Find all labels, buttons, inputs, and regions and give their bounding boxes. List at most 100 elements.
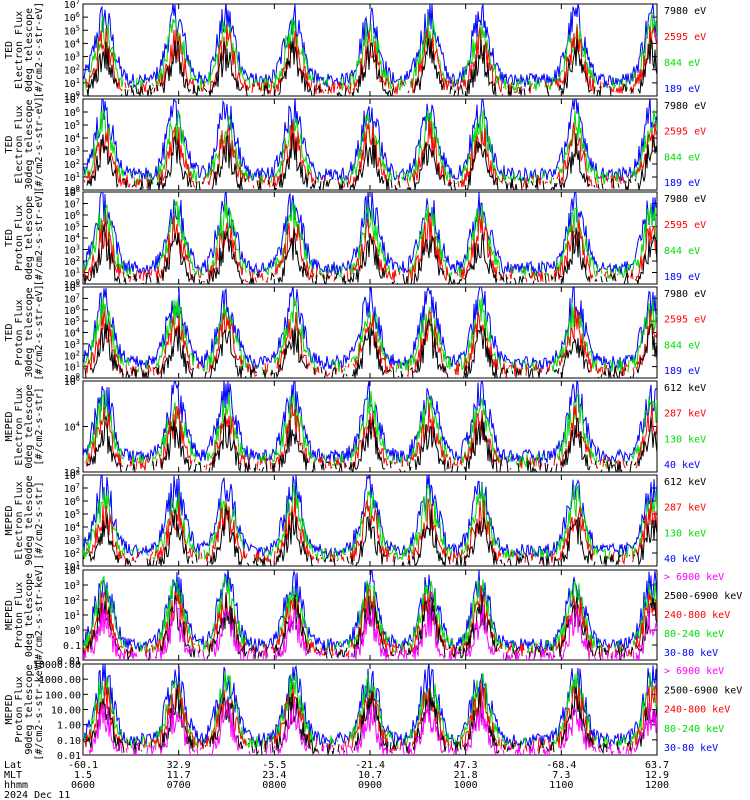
series-traces [83,570,657,660]
tick-label-text: 108 [64,281,80,294]
y-tick-label: 106 [64,375,80,388]
y-tick-label: 104 [64,521,80,534]
y-tick-label: 108 [64,281,80,294]
y-tick-label: 10000.00 [33,660,81,671]
y-axis-label: [#/cm2-s-str-keV] [34,564,45,666]
tick-label-text: 100.00 [45,690,81,701]
legend-item: 2595 eV [664,220,706,231]
series-line--6900-kev [88,699,657,755]
y-axis-label: 0deg telescope [24,196,35,280]
legend-item: 40 keV [664,460,700,471]
tick-label-text: 106 [64,209,80,222]
tick-label-text: 103 [64,51,80,64]
y-tick-label: 104 [64,132,80,145]
series-traces [83,192,657,284]
y-tick-label: 102 [64,594,80,607]
tick-label-text: 106 [64,11,80,24]
tick-label-text: 10.00 [51,706,81,717]
y-axis-label: Proton Flux [14,299,25,365]
y-axis-label: Electron Flux [14,387,25,465]
x-tick-hhmm: 0700 [167,780,191,791]
legend-item: 130 keV [664,528,706,539]
legend-item: 80-240 keV [664,629,724,640]
tick-label-text: 104 [64,421,80,434]
tick-label-text: 104 [64,521,80,534]
y-tick-label: 100 [64,90,80,103]
y-tick-label: 107 [64,93,80,106]
tick-label-text: 103 [64,534,80,547]
y-axis-label: Electron Flux [14,11,25,89]
legend-item: 287 keV [664,409,706,420]
tick-label-text: 103 [64,579,80,592]
x-tick-hhmm: 0600 [71,780,95,791]
y-axis-label: [#/cm2-s-str-eV] [34,96,45,192]
tick-label-text: 105 [64,508,80,521]
tick-label-text: 0.1 [63,641,81,652]
y-tick-label: 102 [64,64,80,77]
legend-item: > 6900 keV [664,666,724,677]
tick-label-text: 102 [64,64,80,77]
y-tick-label: 101 [64,361,80,374]
y-axis-label: TED [4,135,15,153]
tick-label-text: 102 [64,349,80,362]
y-tick-label: 10.00 [51,706,81,717]
x-tick-lat: 63.7 [645,760,669,771]
tick-label-text: 105 [64,24,80,37]
series-traces [83,475,657,566]
series-traces [83,99,657,190]
y-axis-label: 30deg telescope [24,287,35,377]
y-tick-label: 103 [64,145,80,158]
y-tick-label: 102 [64,255,80,268]
y-tick-label: 103 [64,579,80,592]
y-axis-label: Electron Flux [14,105,25,183]
y-tick-label: 104 [64,232,80,245]
x-tick-lat: -21.4 [355,760,385,771]
x-tick-hhmm: 0900 [358,780,382,791]
y-tick-label: 107 [64,292,80,305]
tick-label-text: 106 [64,106,80,119]
y-tick-label: 0.01 [57,751,81,762]
x-tick-mlt: 7.3 [552,770,570,781]
x-axis-row-label: Lat [4,760,22,771]
legend-item: 40 keV [664,554,700,565]
series-line-30-80-kev [83,570,657,654]
legend-item: 30-80 keV [664,743,718,754]
y-tick-label: 0.1 [63,641,81,652]
tick-label-text: 101 [64,560,80,573]
legend-item: 189 eV [664,178,700,189]
legend-item: 7980 eV [664,194,706,205]
y-tick-label: 0.10 [57,736,81,747]
tick-label-text: 104 [64,327,80,340]
x-tick-mlt: 1.5 [74,770,92,781]
panel-7: 0.01 0.1 100 101 102 103 104 MEPED Proton Flux 0d… [4,564,742,667]
x-tick-lat: 47.3 [454,760,478,771]
legend-item: 7980 eV [664,101,706,112]
series-line-7980-ev [84,317,657,378]
tick-label-text: 101 [64,171,80,184]
y-axis-label: 0deg telescope [24,384,35,468]
y-tick-label: 107 [64,198,80,211]
tick-label-text: 0.10 [57,736,81,747]
legend-item: 80-240 keV [664,724,724,735]
tick-label-text: 105 [64,315,80,328]
y-tick-label: 103 [64,534,80,547]
y-axis-label: [#/cm2-s-str-keV] [34,658,45,760]
y-axis-label: TED [4,323,15,341]
tick-label-text: 1.00 [57,721,81,732]
tick-label-text: 102 [64,255,80,268]
x-tick-hhmm: 0800 [262,780,286,791]
x-tick-hhmm: 1000 [454,780,478,791]
x-tick-lat: -5.5 [262,760,286,771]
legend-item: 240-800 keV [664,705,730,716]
y-axis-label: MEPED [4,411,15,441]
x-tick-mlt: 11.7 [167,770,191,781]
y-tick-label: 100 [64,278,80,291]
series-line-40-kev [83,475,657,559]
tick-label-text: 107 [64,198,80,211]
y-tick-label: 108 [64,186,80,199]
